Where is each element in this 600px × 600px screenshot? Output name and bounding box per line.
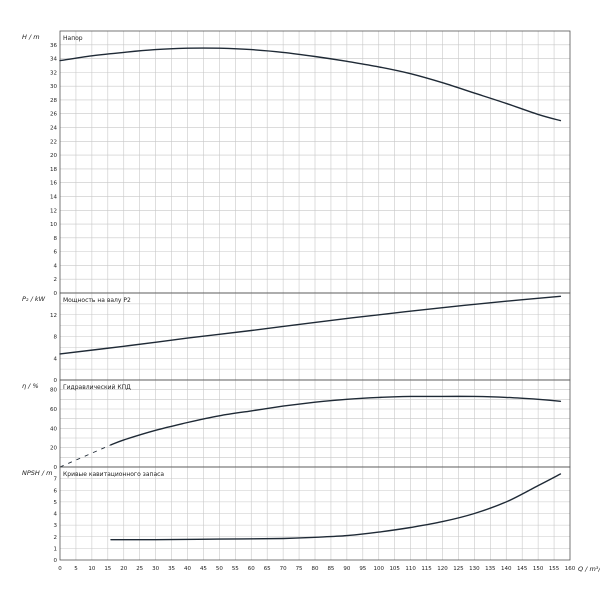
y-tick-label: 8	[54, 335, 58, 341]
y-tick-label: 0	[54, 465, 58, 471]
panel-title: Кривые кавитационного запаса	[63, 471, 164, 478]
series-line	[110, 473, 562, 541]
y-tick-label: 14	[50, 194, 57, 200]
y-tick-label: 34	[50, 57, 57, 63]
x-tick-label: 85	[327, 566, 334, 572]
y-tick-label: 0	[54, 558, 58, 564]
y-tick-label: 20	[50, 446, 57, 452]
x-tick-label: 15	[104, 566, 111, 572]
panel-title: Напор	[63, 35, 83, 42]
y-tick-label: 5	[54, 500, 58, 506]
y-axis-label: NPSH / m	[22, 469, 52, 477]
y-tick-label: 4	[54, 512, 58, 518]
x-tick-label: 75	[296, 566, 303, 572]
y-tick-label: 7	[54, 477, 58, 483]
y-tick-label: 28	[50, 98, 57, 104]
x-tick-label: 125	[453, 566, 464, 572]
y-tick-label: 18	[50, 167, 57, 173]
x-tick-label: 40	[184, 566, 191, 572]
series-line-dashed	[59, 444, 112, 468]
x-tick-label: 5	[74, 566, 78, 572]
y-tick-label: 3	[54, 523, 58, 529]
x-tick-label: 115	[421, 566, 432, 572]
panel-title: Мощность на валу P2	[63, 297, 131, 304]
x-tick-label: 60	[248, 566, 255, 572]
x-tick-label: 100	[374, 566, 385, 572]
y-tick-label: 4	[54, 356, 58, 362]
y-tick-label: 30	[50, 84, 57, 90]
y-tick-label: 16	[50, 181, 57, 187]
x-axis-label: Q / m³/h	[578, 565, 600, 573]
y-tick-label: 2	[54, 535, 58, 541]
x-tick-label: 155	[549, 566, 560, 572]
x-tick-label: 135	[485, 566, 496, 572]
series-line	[59, 295, 562, 355]
y-tick-label: 24	[50, 126, 57, 132]
x-tick-label: 50	[216, 566, 223, 572]
y-tick-label: 6	[54, 488, 58, 494]
panel-title: Гидравлический КПД	[63, 384, 131, 391]
x-tick-label: 160	[565, 566, 576, 572]
x-tick-label: 45	[200, 566, 207, 572]
y-tick-label: 32	[50, 70, 57, 76]
y-tick-label: 20	[50, 153, 57, 159]
y-tick-label: 12	[50, 313, 57, 319]
y-tick-label: 80	[50, 388, 57, 394]
x-tick-label: 95	[359, 566, 366, 572]
x-tick-label: 35	[168, 566, 175, 572]
y-tick-label: 10	[50, 222, 57, 228]
y-tick-label: 0	[54, 291, 58, 297]
y-tick-label: 0	[54, 378, 58, 384]
y-axis-label: η / %	[22, 382, 39, 390]
y-tick-label: 1	[54, 546, 58, 552]
x-tick-label: 80	[312, 566, 319, 572]
y-tick-label: 26	[50, 112, 57, 118]
panel-frame	[59, 466, 571, 561]
y-tick-label: 8	[54, 236, 58, 242]
x-tick-label: 0	[58, 566, 62, 572]
y-tick-label: 6	[54, 250, 58, 256]
y-tick-label: 40	[50, 426, 57, 432]
x-tick-label: 120	[437, 566, 448, 572]
x-tick-label: 150	[533, 566, 544, 572]
x-tick-label: 25	[136, 566, 143, 572]
x-tick-label: 90	[343, 566, 350, 572]
x-tick-label: 10	[88, 566, 95, 572]
y-tick-label: 22	[50, 139, 57, 145]
x-tick-label: 20	[120, 566, 127, 572]
x-tick-label: 55	[232, 566, 239, 572]
y-tick-label: 12	[50, 208, 57, 214]
y-tick-label: 36	[50, 43, 57, 49]
x-tick-label: 70	[280, 566, 287, 572]
x-tick-label: 145	[517, 566, 528, 572]
x-tick-label: 105	[389, 566, 400, 572]
x-tick-label: 140	[501, 566, 512, 572]
series-line	[59, 47, 562, 122]
series-line	[110, 395, 562, 446]
x-tick-label: 110	[405, 566, 416, 572]
x-tick-label: 65	[264, 566, 271, 572]
y-axis-label: P₂ / kW	[22, 295, 46, 303]
x-tick-label: 130	[469, 566, 480, 572]
x-tick-label: 30	[152, 566, 159, 572]
y-tick-label: 2	[54, 277, 58, 283]
y-tick-label: 60	[50, 407, 57, 413]
y-tick-label: 4	[54, 263, 58, 269]
y-axis-label: H / m	[22, 33, 40, 41]
